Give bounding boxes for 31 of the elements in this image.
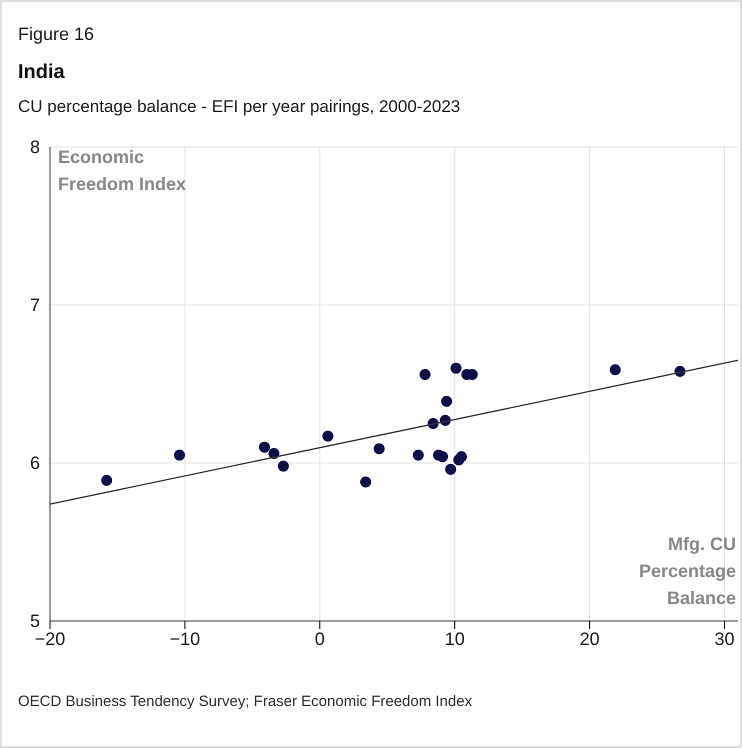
x-tick-label: −20 (34, 628, 66, 649)
point (258, 442, 270, 453)
y-tick-label: 6 (30, 452, 40, 473)
point (322, 430, 334, 442)
text: OECD Business Tendency Survey; Fraser Economic Freedom Index (18, 693, 473, 710)
point (278, 460, 289, 472)
point (441, 396, 452, 407)
x-tick-label: 10 (444, 628, 465, 649)
point (445, 464, 456, 475)
point (101, 474, 112, 486)
x-tick-label: 30 (714, 628, 735, 649)
point (610, 364, 621, 376)
point (174, 450, 186, 461)
x-tick-label: 0 (314, 628, 325, 649)
y-tick-label: 7 (30, 294, 40, 315)
y-axis-title: Economic Freedom Index (58, 147, 186, 194)
caption: Figure 16 (18, 24, 94, 44)
point (420, 369, 431, 380)
point (450, 362, 462, 374)
point (456, 451, 467, 462)
point (374, 443, 385, 454)
y-tick-label: 8 (30, 136, 40, 157)
chart-subtitle: CU percentage balance - EFI per year pairings, 2000-2023 (18, 97, 460, 116)
x-axis-title: Mfg. CU Percentage Balance (638, 534, 736, 608)
chart-title: India (18, 61, 66, 83)
x-tick-label: −10 (170, 628, 200, 649)
point (412, 450, 424, 461)
point (437, 451, 448, 462)
y-tick-label: 5 (30, 610, 40, 631)
x-tick-label: 20 (580, 628, 600, 649)
point (360, 476, 372, 488)
